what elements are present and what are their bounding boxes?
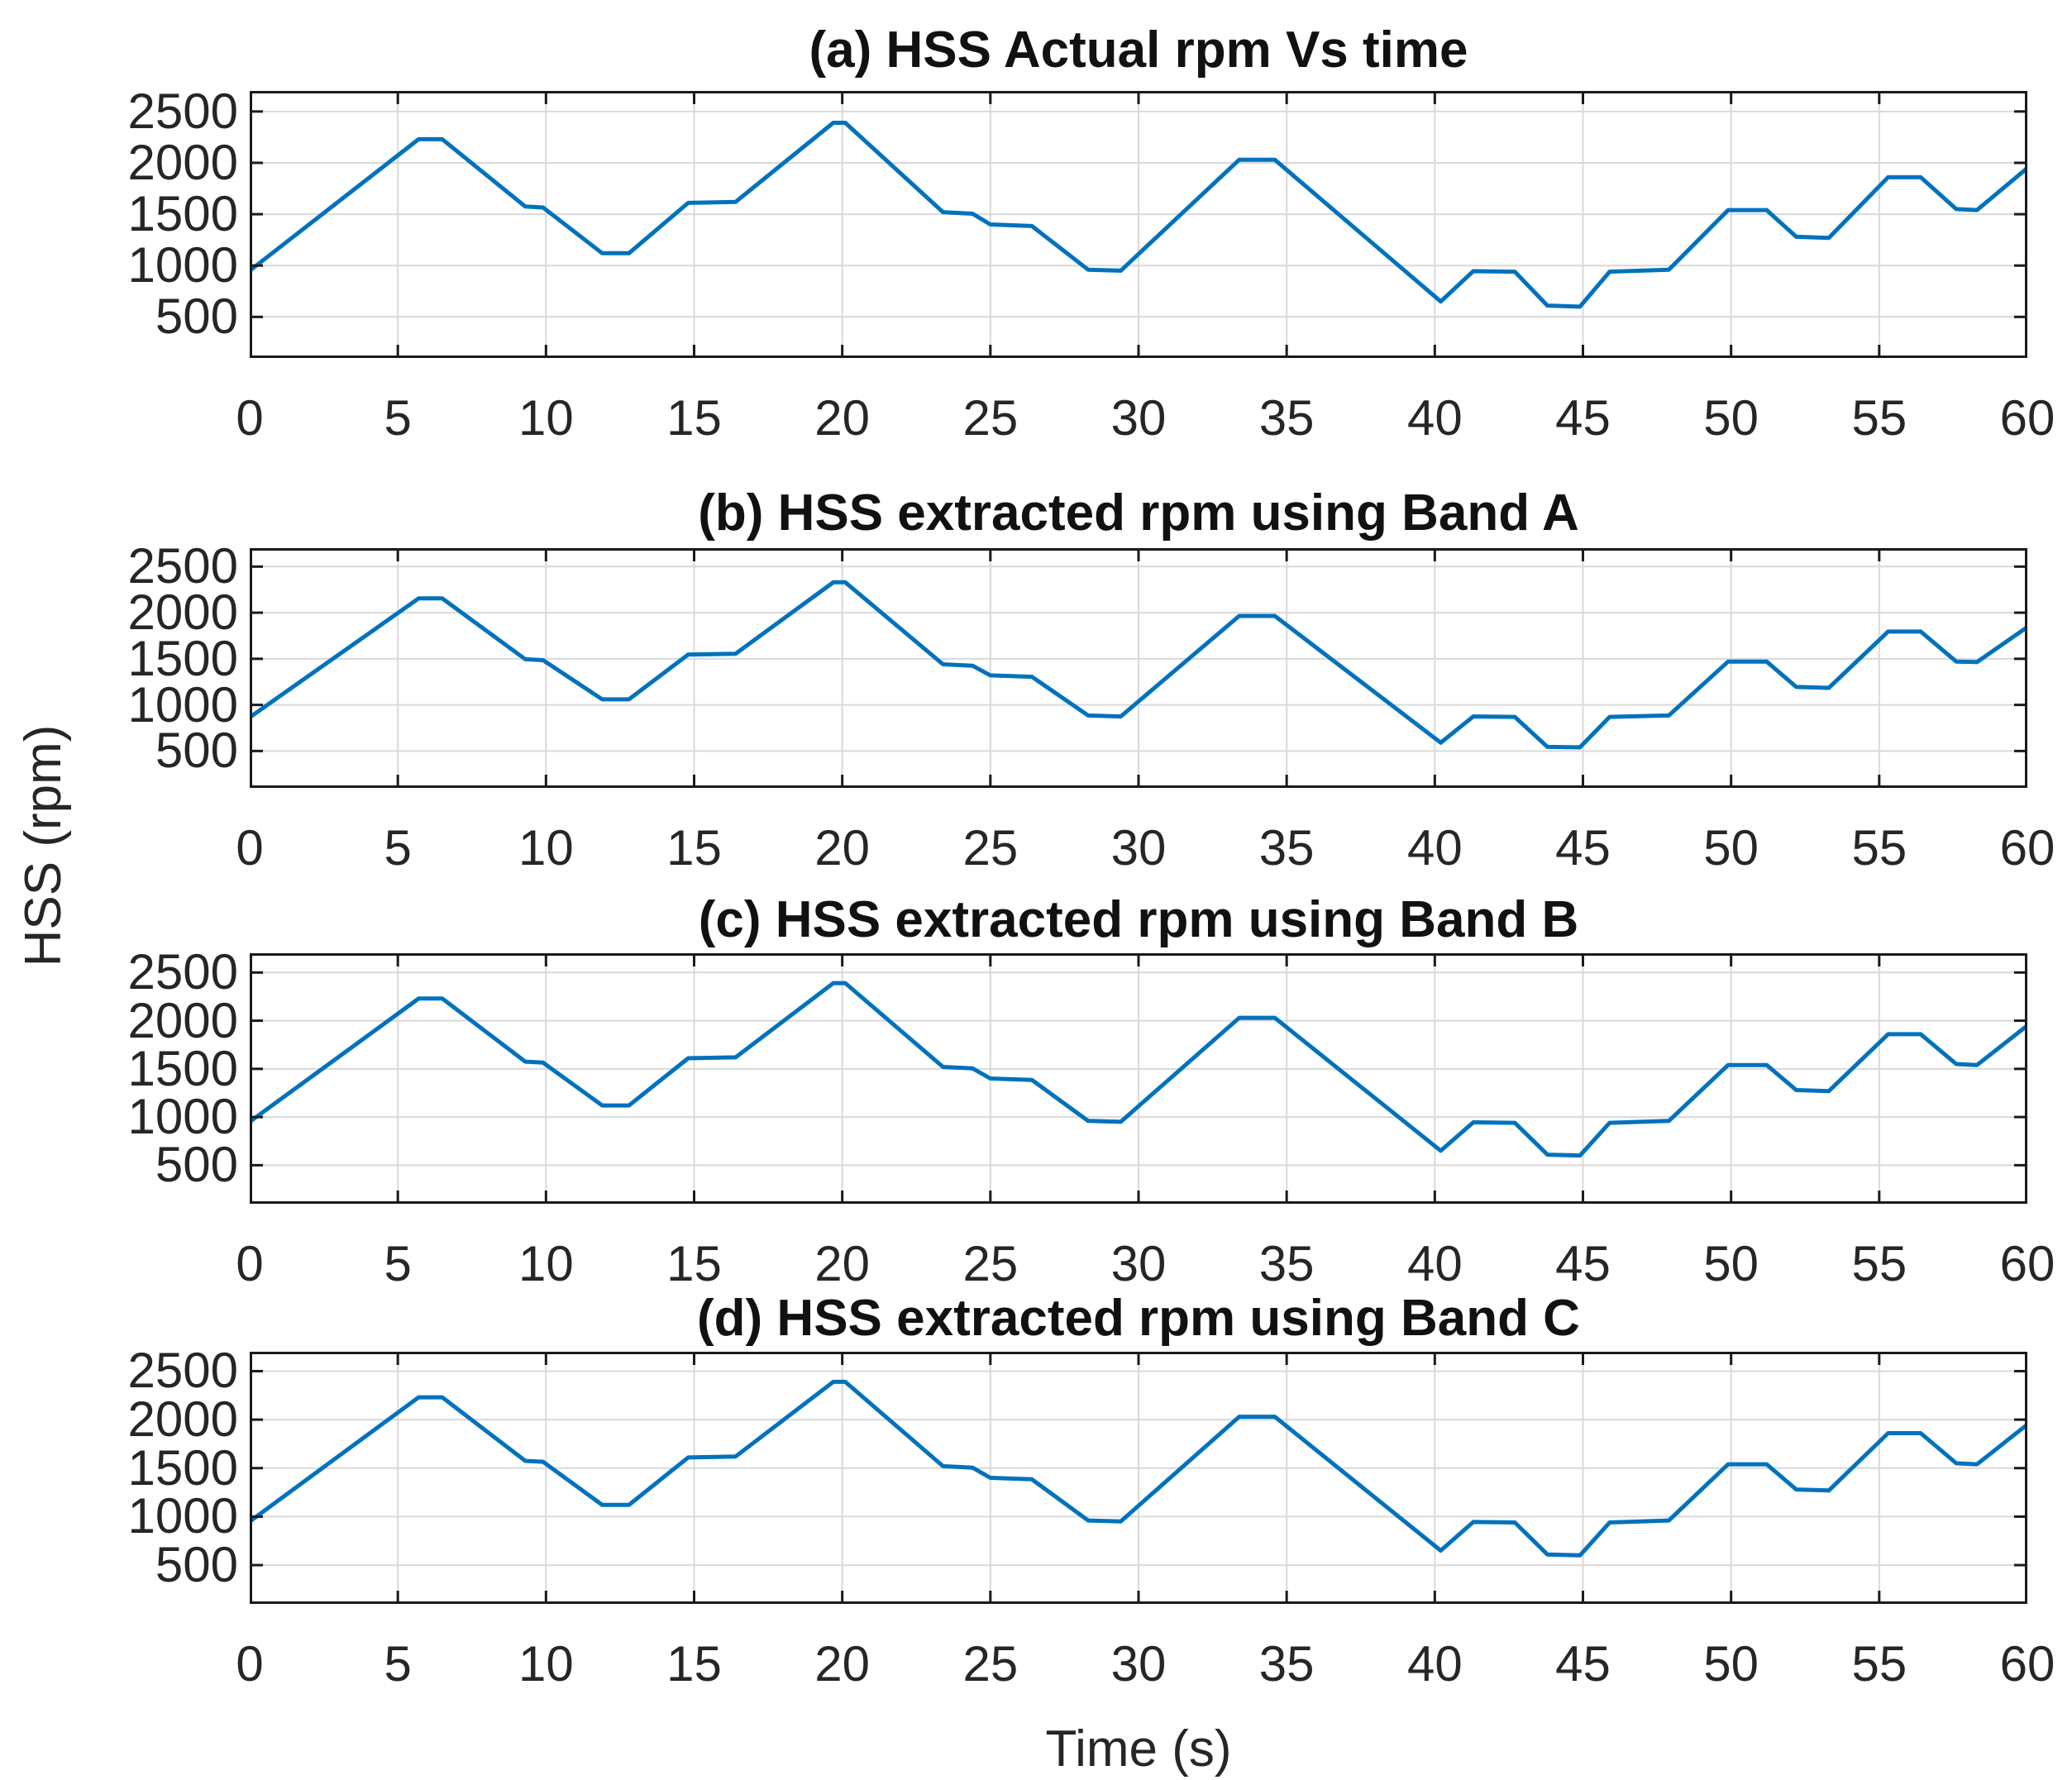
y-tick-label: 1000 xyxy=(127,676,238,733)
y-axis-label: HSS (rpm) xyxy=(15,724,72,967)
x-tick-label: 25 xyxy=(962,1636,1019,1692)
x-tick-label: 35 xyxy=(1258,820,1315,876)
y-tick-label: 2500 xyxy=(127,944,238,1000)
x-tick-label: 5 xyxy=(384,1236,412,1291)
subplot-a-plot xyxy=(250,91,2027,358)
subplot-b-chart xyxy=(250,548,2027,788)
y-tick-label: 1000 xyxy=(127,1488,238,1544)
y-tick-label: 2000 xyxy=(127,992,238,1048)
x-tick-label: 60 xyxy=(1999,1236,2055,1291)
y-tick-label: 1000 xyxy=(127,1089,238,1145)
y-tick-label: 1500 xyxy=(127,1040,238,1096)
x-tick-label: 0 xyxy=(236,820,264,876)
x-tick-label: 10 xyxy=(518,820,574,876)
x-tick-label: 50 xyxy=(1703,1236,1759,1291)
y-tick-label: 1500 xyxy=(127,1439,238,1496)
x-tick-label: 60 xyxy=(1999,820,2055,876)
subplot-a-title: (a) HSS Actual rpm Vs time xyxy=(809,21,1468,79)
x-tick-label: 40 xyxy=(1406,1636,1463,1692)
x-tick-label: 10 xyxy=(518,1636,574,1692)
x-tick-label: 35 xyxy=(1258,1636,1315,1692)
x-tick-label: 30 xyxy=(1110,1636,1167,1692)
x-tick-label: 50 xyxy=(1703,390,1759,446)
y-tick-label: 500 xyxy=(155,1537,238,1593)
x-axis-label: Time (s) xyxy=(1045,1720,1232,1778)
x-tick-label: 15 xyxy=(666,820,722,876)
y-tick-label: 500 xyxy=(155,723,238,779)
x-tick-label: 15 xyxy=(666,1236,722,1291)
x-tick-label: 0 xyxy=(236,1636,264,1692)
x-tick-label: 10 xyxy=(518,390,574,446)
x-tick-label: 15 xyxy=(666,1636,722,1692)
x-tick-label: 20 xyxy=(814,1236,871,1291)
y-tick-label: 1000 xyxy=(127,237,238,293)
x-tick-label: 15 xyxy=(666,390,722,446)
x-tick-label: 45 xyxy=(1555,1636,1611,1692)
x-tick-label: 55 xyxy=(1851,820,1907,876)
y-tick-label: 1500 xyxy=(127,186,238,242)
y-tick-label: 2500 xyxy=(127,83,238,139)
subplot-d-chart xyxy=(250,1352,2027,1604)
x-tick-label: 0 xyxy=(236,390,264,446)
x-tick-label: 40 xyxy=(1406,1236,1463,1291)
subplot-b-plot xyxy=(250,548,2027,788)
x-tick-label: 55 xyxy=(1851,1236,1907,1291)
y-tick-label: 2500 xyxy=(127,1343,238,1399)
x-tick-label: 50 xyxy=(1703,820,1759,876)
x-tick-label: 20 xyxy=(814,390,871,446)
subplot-d-title: (d) HSS extracted rpm using Band C xyxy=(697,1290,1580,1347)
x-tick-label: 20 xyxy=(814,1636,871,1692)
y-tick-label: 2500 xyxy=(127,538,238,594)
x-tick-label: 45 xyxy=(1555,390,1611,446)
x-tick-label: 0 xyxy=(236,1236,264,1291)
x-tick-label: 40 xyxy=(1406,390,1463,446)
x-tick-label: 55 xyxy=(1851,1636,1907,1692)
x-tick-label: 5 xyxy=(384,390,412,446)
subplot-b-title: (b) HSS extracted rpm using Band A xyxy=(698,484,1579,542)
x-tick-label: 20 xyxy=(814,820,871,876)
x-tick-label: 30 xyxy=(1110,820,1167,876)
x-tick-label: 25 xyxy=(962,390,1019,446)
y-tick-label: 500 xyxy=(155,1137,238,1193)
x-tick-label: 30 xyxy=(1110,1236,1167,1291)
subplot-d-plot xyxy=(250,1352,2027,1604)
x-tick-label: 10 xyxy=(518,1236,574,1291)
subplot-c-title: (c) HSS extracted rpm using Band B xyxy=(698,891,1579,948)
x-tick-label: 40 xyxy=(1406,820,1463,876)
x-tick-label: 30 xyxy=(1110,390,1167,446)
y-tick-label: 500 xyxy=(155,289,238,345)
x-tick-label: 45 xyxy=(1555,1236,1611,1291)
x-tick-label: 50 xyxy=(1703,1636,1759,1692)
subplot-c-plot xyxy=(250,953,2027,1204)
subplot-a-chart xyxy=(250,91,2027,358)
x-tick-label: 5 xyxy=(384,1636,412,1692)
x-tick-label: 45 xyxy=(1555,820,1611,876)
y-tick-label: 1500 xyxy=(127,630,238,686)
x-tick-label: 25 xyxy=(962,820,1019,876)
x-tick-label: 60 xyxy=(1999,390,2055,446)
x-tick-label: 60 xyxy=(1999,1636,2055,1692)
y-tick-label: 2000 xyxy=(127,134,238,190)
y-tick-label: 2000 xyxy=(127,1391,238,1448)
x-tick-label: 25 xyxy=(962,1236,1019,1291)
x-tick-label: 35 xyxy=(1258,1236,1315,1291)
y-tick-label: 2000 xyxy=(127,585,238,641)
x-tick-label: 5 xyxy=(384,820,412,876)
x-tick-label: 35 xyxy=(1258,390,1315,446)
subplot-c-chart xyxy=(250,953,2027,1204)
x-tick-label: 55 xyxy=(1851,390,1907,446)
